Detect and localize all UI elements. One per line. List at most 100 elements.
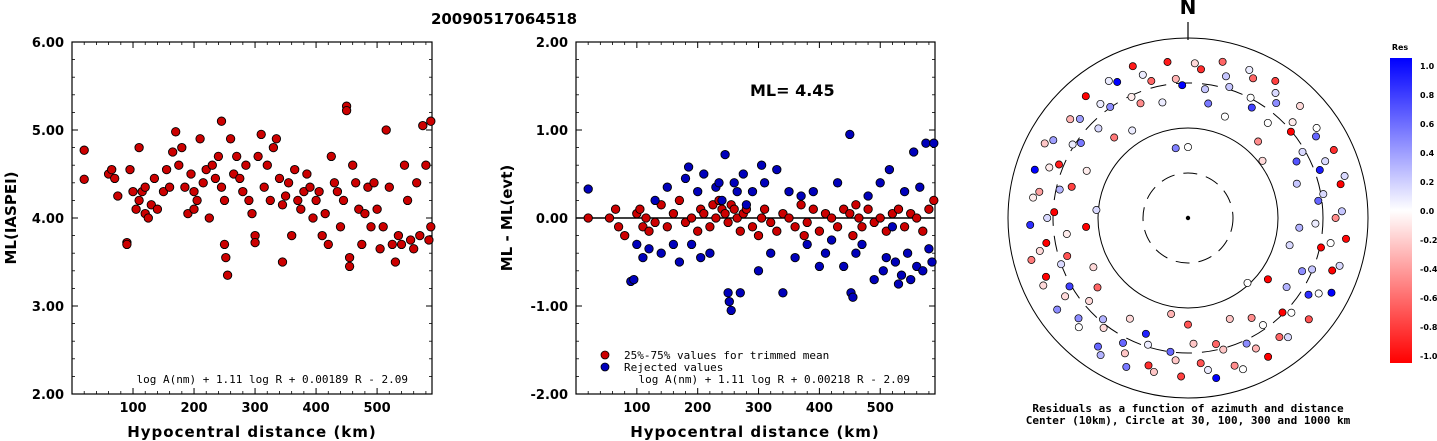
middle-data-point (790, 222, 800, 232)
colorbar-title: Res (1392, 43, 1409, 52)
left-data-point (235, 173, 245, 184)
polar-station-point (1189, 339, 1198, 348)
legend-accepted-label: 25%-75% values for trimmed mean (624, 349, 829, 362)
middle-data-point (906, 274, 916, 285)
left-data-point (381, 125, 391, 135)
left-data-point (216, 182, 227, 192)
left-y-axis-label: ML(IASPEI) (2, 171, 20, 264)
left-data-point (296, 204, 306, 214)
middle-x-tick-label: 500 (867, 401, 894, 416)
left-data-point (396, 239, 407, 250)
middle-data-point (613, 222, 624, 232)
left-data-point (426, 116, 436, 126)
left-data-point (421, 160, 431, 170)
polar-station-point (1292, 179, 1301, 188)
left-data-point (253, 151, 263, 162)
polar-station-point (1035, 187, 1044, 196)
middle-data-point (638, 252, 648, 263)
polar-station-point (1254, 137, 1263, 146)
polar-station-point (1144, 361, 1153, 370)
polar-station-point (1247, 313, 1256, 322)
polar-station-point (1249, 74, 1258, 83)
middle-data-point (832, 178, 843, 188)
left-data-point (232, 151, 242, 162)
left-data-point (225, 134, 236, 144)
polar-station-point (1128, 126, 1137, 135)
polar-station-point (1204, 366, 1212, 374)
middle-formula: log A(nm) + 1.11 log R + 0.00218 R - 2.0… (638, 373, 910, 386)
middle-data-point (759, 178, 770, 188)
polar-station-point (1167, 310, 1176, 318)
left-data-point (177, 142, 187, 153)
left-data-point (268, 142, 279, 153)
colorbar-tick-label: -0.6 (1420, 294, 1437, 303)
polar-station-point (1119, 338, 1127, 347)
middle-data-point (887, 222, 898, 232)
polar-station-point (1222, 72, 1230, 81)
polar-station-point (1314, 289, 1323, 298)
left-data-point (332, 186, 343, 197)
middle-data-point (915, 182, 925, 192)
polar-station-point (1177, 372, 1186, 381)
left-data-point (338, 195, 349, 206)
polar-panel: N Residuals as a function of azimuth and… (1007, 0, 1369, 427)
polar-station-point (1049, 136, 1058, 145)
left-data-point (317, 230, 327, 241)
left-data-point (375, 244, 385, 254)
polar-station-point (1245, 65, 1254, 74)
left-y-tick-label: 3.00 (32, 300, 64, 315)
polar-station-point (1298, 267, 1307, 276)
middle-data-point (927, 257, 937, 267)
middle-data-point (808, 186, 818, 197)
colorbar-tick-label: 0.0 (1420, 207, 1435, 216)
left-data-point (277, 257, 288, 267)
middle-data-point (826, 213, 837, 223)
middle-data-point (839, 261, 849, 272)
middle-data-point (650, 217, 660, 228)
legend-accepted-marker (600, 350, 610, 360)
polar-caption-line-2: Center (10km), Circle at 30, 100, 300 an… (1026, 414, 1351, 427)
left-data-point (393, 230, 404, 241)
left-data-point (369, 178, 379, 188)
middle-data-point (863, 191, 873, 201)
left-data-point (409, 244, 419, 254)
middle-data-point (857, 222, 867, 232)
left-data-point (122, 239, 132, 250)
middle-data-point (851, 200, 861, 210)
left-data-point (161, 164, 172, 175)
middle-data-point (929, 138, 939, 148)
polar-station-point (1337, 207, 1346, 216)
polar-station-point (1184, 320, 1192, 329)
middle-data-point (680, 173, 691, 184)
middle-data-point (893, 204, 904, 214)
left-data-point (320, 208, 330, 219)
polar-station-point (1275, 333, 1284, 342)
polar-station-point (1328, 266, 1337, 275)
polar-station-point (1263, 118, 1272, 127)
middle-data-point (784, 213, 794, 223)
middle-data-point (772, 226, 782, 236)
left-data-point (405, 235, 416, 245)
circle-300km (1052, 82, 1324, 354)
left-data-points (79, 101, 436, 280)
polar-station-point (1089, 263, 1098, 272)
polar-station-point (1076, 139, 1085, 147)
polar-station-point (1225, 314, 1234, 323)
middle-data-point (583, 213, 593, 223)
middle-data-point (696, 252, 706, 263)
left-data-point (344, 261, 355, 272)
polar-station-point (1042, 239, 1051, 247)
polar-station-point (1061, 292, 1070, 301)
left-y-ticks: 6.00 5.00 4.00 3.00 2.00 (32, 36, 432, 403)
left-data-point (387, 239, 397, 250)
polar-station-point (1029, 193, 1038, 202)
epicenter-dot (1185, 215, 1191, 221)
left-data-point (131, 204, 141, 214)
left-data-point (79, 145, 89, 155)
left-data-point (219, 239, 230, 250)
polar-station-point (1099, 315, 1107, 324)
polar-station-point (1128, 62, 1137, 71)
middle-data-point (918, 266, 928, 276)
polar-station-point (1286, 127, 1295, 136)
polar-station-point (1284, 333, 1292, 342)
